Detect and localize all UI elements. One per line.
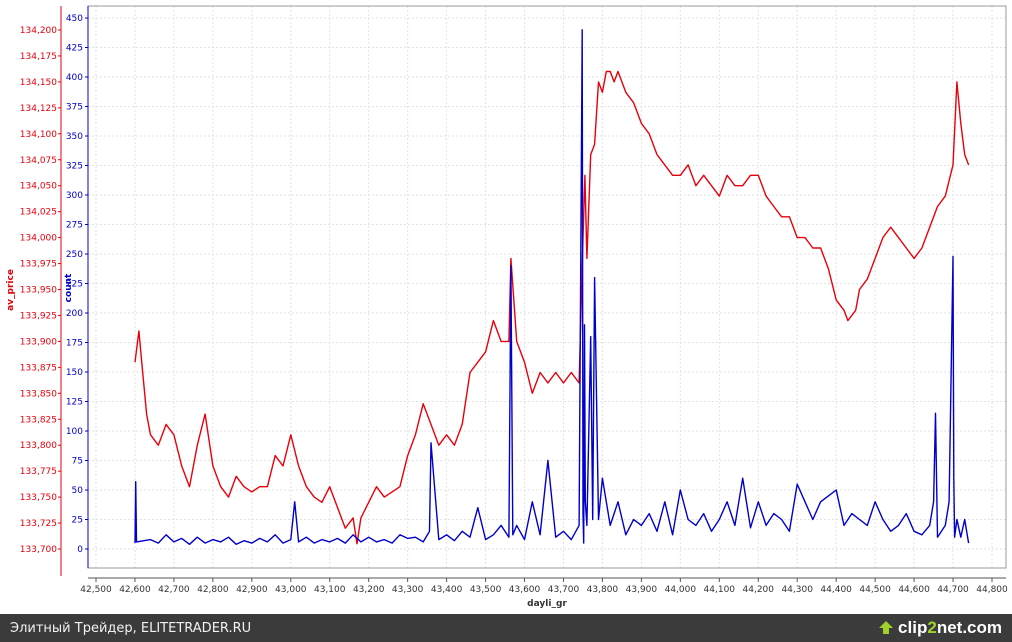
price-tick-label: 134,050 (20, 182, 57, 192)
axes-layer (60, 6, 1006, 579)
price-tick-label: 134,025 (20, 208, 57, 218)
plot-frame (87, 5, 1007, 569)
price-tick-label: 133,775 (20, 467, 57, 477)
count-tick-label: 350 (66, 132, 83, 142)
x-tick-label: 42,500 (80, 585, 112, 595)
x-tick-label: 43,800 (587, 585, 619, 595)
price-tick-label: 133,925 (20, 311, 57, 321)
brand-part-d: .com (962, 618, 1002, 637)
count-tick-label: 125 (66, 398, 83, 408)
count-tick-label: 50 (72, 486, 84, 496)
count-tick-label: 400 (66, 73, 83, 83)
clip2net-logo-text: clip2net.com (898, 618, 1002, 638)
count-tick-label: 225 (66, 280, 83, 290)
count-tick-label: 25 (72, 516, 83, 526)
chart-svg: 133,700 133,725 133,750 133,775 133,800 133,8… (6, 5, 1008, 609)
chart-area: 133,700 133,725 133,750 133,775 133,800 133,8… (6, 5, 1009, 609)
count-tick-label: 275 (66, 221, 83, 231)
count-tick-label: 300 (66, 191, 83, 201)
count-tick-label: 375 (66, 103, 83, 113)
x-tick-label: 44,200 (743, 585, 775, 595)
price-tick-label: 133,825 (20, 415, 57, 425)
count-tick-label: 100 (66, 427, 83, 437)
x-tick-label: 43,100 (314, 585, 346, 595)
x-tick-label: 44,500 (859, 585, 891, 595)
price-tick-label: 134,075 (20, 156, 57, 166)
x-tick-label: 42,900 (236, 585, 268, 595)
count-axis-ticks: 0 25 50 75 100 125 150 175 200 225 250 275 300 325 350… (66, 14, 88, 555)
x-tick-label: 43,900 (626, 585, 658, 595)
x-axis-label: dayli_gr (527, 599, 567, 609)
price-tick-label: 133,700 (20, 545, 57, 555)
brand-part-a: clip (898, 618, 928, 637)
brand-part-c: net (936, 618, 963, 637)
series-layer (134, 29, 970, 545)
price-tick-label: 133,900 (20, 337, 57, 347)
count-tick-label: 450 (66, 14, 83, 24)
count-tick-label: 75 (72, 457, 83, 467)
brand-part-b: 2 (927, 618, 937, 637)
x-tick-label: 42,600 (119, 585, 151, 595)
price-tick-label: 134,175 (20, 52, 57, 62)
x-axis-ticks: 42,500 42,600 42,700 42,800 42,900 43,000 43,1… (80, 578, 1008, 595)
x-tick-label: 44,100 (704, 585, 736, 595)
count-series-line (134, 29, 970, 545)
x-tick-label: 42,700 (158, 585, 190, 595)
upload-arrow-icon (879, 621, 894, 634)
left-axis-label: av_price (6, 269, 16, 311)
price-series-line (134, 70, 970, 545)
price-tick-label: 133,725 (20, 519, 57, 529)
x-tick-label: 43,400 (431, 585, 463, 595)
count-tick-label: 325 (66, 162, 83, 172)
x-tick-label: 44,700 (937, 585, 969, 595)
footer-site-name: Элитный Трейдер, ELITETRADER.RU (10, 620, 252, 636)
x-tick-label: 43,000 (275, 585, 307, 595)
price-tick-label: 134,100 (20, 130, 57, 140)
x-tick-label: 44,400 (820, 585, 852, 595)
x-tick-label: 44,000 (665, 585, 697, 595)
x-tick-label: 43,300 (392, 585, 424, 595)
count-axis-label: count (64, 273, 74, 302)
price-tick-label: 133,875 (20, 363, 57, 373)
x-tick-label: 43,600 (509, 585, 541, 595)
count-tick-label: 200 (66, 309, 83, 319)
price-tick-label: 134,150 (20, 78, 57, 88)
grid-layer (88, 6, 1006, 568)
price-tick-label: 134,000 (20, 234, 57, 244)
x-tick-label: 43,500 (470, 585, 502, 595)
left-axis-ticks: 133,700 133,725 133,750 133,775 133,800 133,8… (20, 26, 61, 555)
x-tick-label: 43,200 (353, 585, 385, 595)
price-tick-label: 133,950 (20, 286, 57, 296)
price-tick-label: 133,750 (20, 493, 57, 503)
x-tick-label: 43,700 (548, 585, 580, 595)
price-tick-label: 133,975 (20, 260, 57, 270)
price-tick-label: 133,800 (20, 441, 57, 451)
price-tick-label: 134,125 (20, 104, 57, 114)
price-tick-label: 133,850 (20, 389, 57, 399)
count-tick-label: 425 (66, 44, 83, 54)
count-tick-label: 175 (66, 339, 83, 349)
price-tick-label: 134,200 (20, 26, 57, 36)
count-tick-label: 250 (66, 250, 83, 260)
footer-bar: Элитный Трейдер, ELITETRADER.RU clip2net… (0, 614, 1012, 642)
x-tick-label: 44,800 (976, 585, 1008, 595)
x-tick-label: 42,800 (197, 585, 229, 595)
count-tick-label: 0 (77, 545, 83, 555)
x-tick-label: 44,300 (781, 585, 813, 595)
x-tick-label: 44,600 (898, 585, 930, 595)
count-tick-label: 150 (66, 368, 83, 378)
clip2net-logo[interactable]: clip2net.com (878, 618, 1012, 638)
